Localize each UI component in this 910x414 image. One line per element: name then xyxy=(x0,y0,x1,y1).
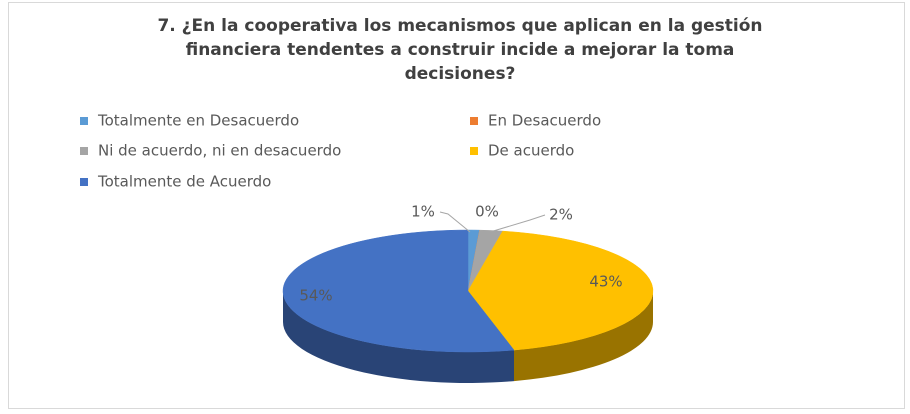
legend-label: De acuerdo xyxy=(488,142,574,160)
data-label: 43% xyxy=(589,273,622,291)
data-label: 0% xyxy=(475,203,499,221)
data-label: 1% xyxy=(411,203,435,221)
legend-label: Ni de acuerdo, ni en desacuerdo xyxy=(98,142,341,160)
legend-swatch xyxy=(80,147,88,155)
chart-frame xyxy=(8,2,905,409)
slice-side xyxy=(514,291,653,382)
data-label: 54% xyxy=(299,287,332,305)
legend-swatch xyxy=(80,117,88,125)
leader-line xyxy=(489,214,546,233)
legend-label: Totalmente en Desacuerdo xyxy=(97,112,299,130)
slice xyxy=(282,229,515,353)
legend-swatch xyxy=(80,178,88,186)
data-label: 2% xyxy=(549,206,573,224)
leader-line xyxy=(439,211,471,233)
legend-label: Totalmente de Acuerdo xyxy=(97,173,271,191)
legend-swatch xyxy=(470,117,478,125)
legend-swatch xyxy=(470,147,478,155)
slice xyxy=(467,230,654,351)
chart-title: 7. ¿En la cooperativa los mecanismos que… xyxy=(157,16,763,84)
slice-side xyxy=(283,291,515,383)
legend-label: En Desacuerdo xyxy=(488,112,601,130)
